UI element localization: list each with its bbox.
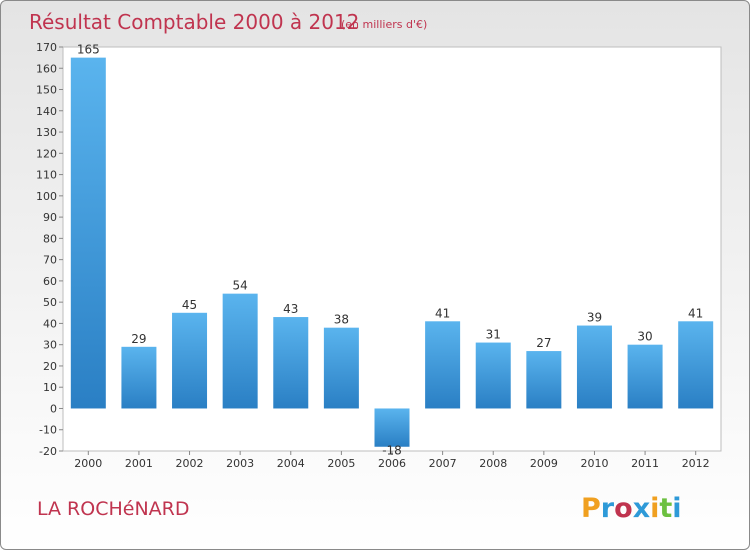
y-tick-label: 150 (36, 84, 57, 97)
y-tick-label: 170 (36, 41, 57, 54)
x-tick-label: 2010 (580, 457, 608, 470)
x-tick-label: 2009 (530, 457, 558, 470)
logo-letter: i (650, 493, 659, 524)
data-labels: 165 29 45 54 43 38 -18 41 31 27 39 30 41 (77, 43, 703, 458)
y-tick-label: 40 (43, 317, 57, 330)
x-tick-label: 2001 (125, 457, 153, 470)
data-label-2004: 43 (283, 302, 298, 316)
data-label-2003: 54 (233, 279, 248, 293)
bar-2003 (222, 293, 258, 409)
proxiti-logo-text: Proxiti (581, 493, 682, 524)
y-tick-label: 60 (43, 275, 57, 288)
x-tick-label: 2007 (429, 457, 457, 470)
y-tick-label: 70 (43, 254, 57, 267)
x-tick-label: 2012 (682, 457, 710, 470)
x-tick-label: 2003 (226, 457, 254, 470)
logo-letter: t (659, 493, 672, 524)
y-tick-label: -10 (39, 424, 57, 437)
chart-subtitle: (en milliers d'€) (341, 18, 427, 31)
bar-2002 (172, 312, 208, 409)
bar-2001 (121, 346, 157, 409)
y-tick-label: 110 (36, 169, 57, 182)
bar-2006 (374, 408, 410, 447)
y-tick-label: -20 (39, 445, 57, 458)
plot-area (62, 46, 722, 452)
data-label-2008: 31 (486, 328, 501, 342)
logo-letter: i (672, 493, 681, 524)
data-label-2006: -18 (382, 444, 402, 458)
bars (70, 57, 714, 447)
data-label-2000: 165 (77, 43, 100, 57)
chart-title: Résultat Comptable 2000 à 2012 (29, 10, 359, 34)
x-tick-label: 2000 (74, 457, 102, 470)
proxiti-logo: Proxiti (581, 493, 682, 524)
y-tick-label: 100 (36, 190, 57, 203)
data-label-2009: 27 (536, 336, 551, 350)
bar-2007 (425, 321, 461, 409)
data-label-2002: 45 (182, 298, 197, 312)
bar-2000 (70, 57, 106, 409)
x-tick-label: 2002 (176, 457, 204, 470)
bar-2009 (526, 351, 562, 409)
data-label-2007: 41 (435, 306, 450, 320)
y-tick-label: 120 (36, 147, 57, 160)
logo-letter: r (601, 493, 615, 524)
x-tick-label: 2011 (631, 457, 659, 470)
data-label-2012: 41 (688, 306, 703, 320)
y-axis: -20 -10 0 10 20 30 40 50 60 70 80 90 100 110 120 130 140… (36, 41, 63, 458)
logo-letter: P (581, 493, 601, 524)
logo-letter: x (633, 493, 650, 524)
bar-2004 (273, 317, 309, 409)
x-axis: 2000 2001 2002 2003 2004 2005 2006 2007 2008 2009… (74, 451, 710, 470)
bar-2008 (475, 342, 511, 409)
y-tick-label: 0 (50, 402, 57, 415)
y-tick-label: 30 (43, 339, 57, 352)
y-tick-label: 20 (43, 360, 57, 373)
y-tick-label: 80 (43, 232, 57, 245)
bar-2005 (323, 327, 359, 409)
logo-letter: o (614, 493, 633, 524)
y-tick-label: 50 (43, 296, 57, 309)
data-label-2010: 39 (587, 311, 602, 325)
y-tick-label: 160 (36, 62, 57, 75)
data-label-2011: 30 (637, 330, 652, 344)
x-tick-label: 2006 (378, 457, 406, 470)
x-tick-label: 2004 (277, 457, 305, 470)
commune-name: LA ROCHéNARD (37, 498, 190, 520)
y-tick-label: 140 (36, 105, 57, 118)
x-tick-label: 2008 (479, 457, 507, 470)
bar-2010 (576, 325, 612, 409)
bar-2011 (627, 344, 663, 409)
bar-2012 (678, 321, 714, 409)
y-tick-label: 90 (43, 211, 57, 224)
data-label-2005: 38 (334, 313, 349, 327)
y-tick-label: 130 (36, 126, 57, 139)
data-label-2001: 29 (131, 332, 146, 346)
y-tick-label: 10 (43, 381, 57, 394)
x-tick-label: 2005 (327, 457, 355, 470)
